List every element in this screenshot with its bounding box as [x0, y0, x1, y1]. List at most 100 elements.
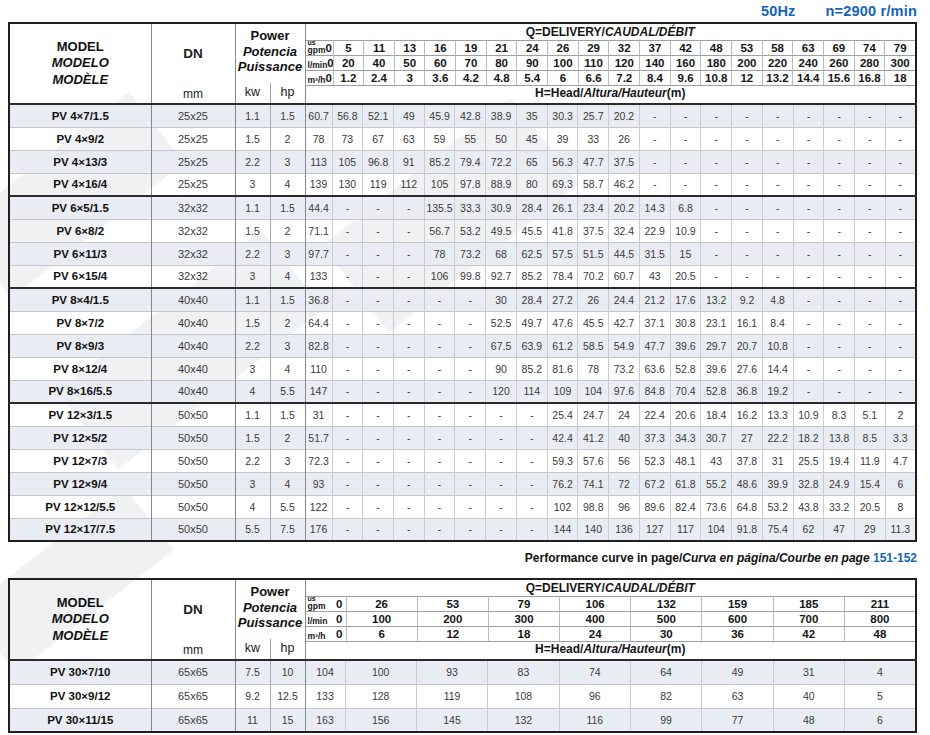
text-part: (m)	[667, 642, 686, 656]
flow-header-value: 53	[731, 40, 762, 55]
cell-head-value: -	[332, 449, 363, 472]
cell-dn: 65x65	[151, 660, 235, 684]
speed-label: n=2900 r/min	[826, 3, 917, 19]
flow-header-value: 16.8	[854, 70, 885, 85]
unit-zero-value: 0	[325, 42, 331, 55]
cell-head-value: 67	[363, 127, 394, 150]
header-row: MODELMODELOMODÈLEDNmmPowerPotenciaPuissa…	[9, 579, 916, 660]
cell-head-value: -	[639, 127, 670, 150]
cell-head-value: 37.5	[609, 150, 640, 173]
cell-head-value: -	[393, 426, 424, 449]
cell-kw: 3	[235, 265, 270, 288]
cell-head-value: -	[885, 196, 916, 219]
cell-head-value: -	[363, 219, 394, 242]
head-title: H=Head/Altura/Hauteur(m)	[306, 641, 915, 659]
cell-head-value: 116	[559, 708, 630, 732]
cell-head-value: 45.9	[424, 104, 455, 127]
cell-head-value: -	[701, 196, 732, 219]
cell-head-value: 29.7	[701, 334, 732, 357]
cell-head-value: -	[855, 380, 886, 403]
cell-head-value: 25.4	[547, 403, 578, 426]
cell-head-value: 78	[578, 357, 609, 380]
cell-head-value: 59.3	[547, 449, 578, 472]
cell-head-value: 43	[701, 449, 732, 472]
cell-head-value: -	[824, 104, 855, 127]
cell-hp: 12.5	[270, 684, 305, 708]
cell-head-value: -	[455, 518, 486, 541]
table-row: PV 4×16/425x253413913011911210597.888.98…	[9, 173, 916, 196]
cell-kw: 5.5	[235, 518, 270, 541]
cell-head-value: 18.4	[701, 403, 732, 426]
cell-head-value: 38.9	[486, 104, 517, 127]
cell-head-value: -	[363, 403, 394, 426]
cell-head-value: 39.9	[762, 472, 793, 495]
cell-head-value: 47.6	[547, 311, 578, 334]
cell-hp: 2	[270, 127, 305, 150]
cell-hp: 5.5	[270, 380, 305, 403]
table-row: PV 6×15/432x3234133---10699.892.785.278.…	[9, 265, 916, 288]
kw-label: kw	[236, 639, 271, 659]
head-title: H=Head/Altura/Hauteur(m)	[306, 85, 915, 103]
cell-head-value: 52.3	[639, 449, 670, 472]
cell-head-value: 130	[332, 173, 363, 196]
cell-head-value: 77	[702, 708, 773, 732]
cell-head-value: 105	[424, 173, 455, 196]
flow-header-value: 15.6	[823, 70, 854, 85]
cell-head-value: 127	[639, 518, 670, 541]
unit-label: gpm	[308, 46, 326, 55]
cell-head-value: 46.2	[609, 173, 640, 196]
cell-head-value: -	[393, 380, 424, 403]
cell-head-value: -	[732, 127, 763, 150]
cell-head-value: -	[393, 288, 424, 311]
cell-head-value: 74	[559, 660, 630, 684]
cell-head-value: 5.1	[855, 403, 886, 426]
flow-header-value: 11	[363, 40, 394, 55]
cell-head-value: 52.8	[701, 380, 732, 403]
flow-header-value: 50	[394, 55, 425, 70]
cell-head-value: 11.9	[855, 449, 886, 472]
cell-head-value: -	[855, 219, 886, 242]
cell-head-value: 24.7	[578, 403, 609, 426]
table-row: PV 30×9/1265x659.212.5133128119108968263…	[9, 684, 916, 708]
cell-head-value: 81.6	[547, 357, 578, 380]
cell-head-value: 44.5	[609, 242, 640, 265]
cell-head-value: 48.6	[732, 472, 763, 495]
cell-head-value: -	[363, 518, 394, 541]
cell-head-value: -	[732, 104, 763, 127]
cell-head-value: 80	[516, 173, 547, 196]
cell-head-value: -	[424, 380, 455, 403]
cell-head-value: 119	[416, 684, 487, 708]
cell-head-value: 48.1	[670, 449, 701, 472]
cell-head-value: 91.8	[732, 518, 763, 541]
cell-head-value: 97.7	[305, 242, 332, 265]
cell-head-value: -	[516, 426, 547, 449]
power-header-lines: PowerPotenciaPuissance	[238, 28, 302, 75]
cell-head-value: 43.8	[793, 495, 824, 518]
cell-head-value: -	[393, 403, 424, 426]
cell-model: PV 12×7/3	[9, 449, 151, 472]
flow-header-value: 1.2	[333, 70, 364, 85]
cell-head-value: 75.4	[762, 518, 793, 541]
cell-kw: 3	[235, 472, 270, 495]
flow-header-value: 70	[455, 55, 486, 70]
cell-model: PV 6×15/4	[9, 265, 151, 288]
cell-hp: 5.5	[270, 495, 305, 518]
flow-header-value: 14.4	[792, 70, 823, 85]
cell-head-value: -	[793, 127, 824, 150]
cell-head-value: 47.7	[639, 334, 670, 357]
unit-label: gpm	[308, 602, 326, 611]
cell-head-value: 100	[345, 660, 416, 684]
flow-header-value: 9.6	[670, 70, 701, 85]
cell-kw: 1.1	[235, 288, 270, 311]
cell-head-value: 73	[332, 127, 363, 150]
cell-dn: 40x40	[151, 311, 235, 334]
cell-head-value: 40	[609, 426, 640, 449]
cell-head-value: 62.5	[516, 242, 547, 265]
cell-head-value: -	[885, 173, 916, 196]
cell-head-value: -	[824, 380, 855, 403]
cell-head-value: -	[332, 403, 363, 426]
cell-model: PV 8×4/1.5	[9, 288, 151, 311]
cell-hp: 1.5	[270, 104, 305, 127]
cell-head-value: -	[793, 219, 824, 242]
flow-header-value: 5	[333, 40, 364, 55]
